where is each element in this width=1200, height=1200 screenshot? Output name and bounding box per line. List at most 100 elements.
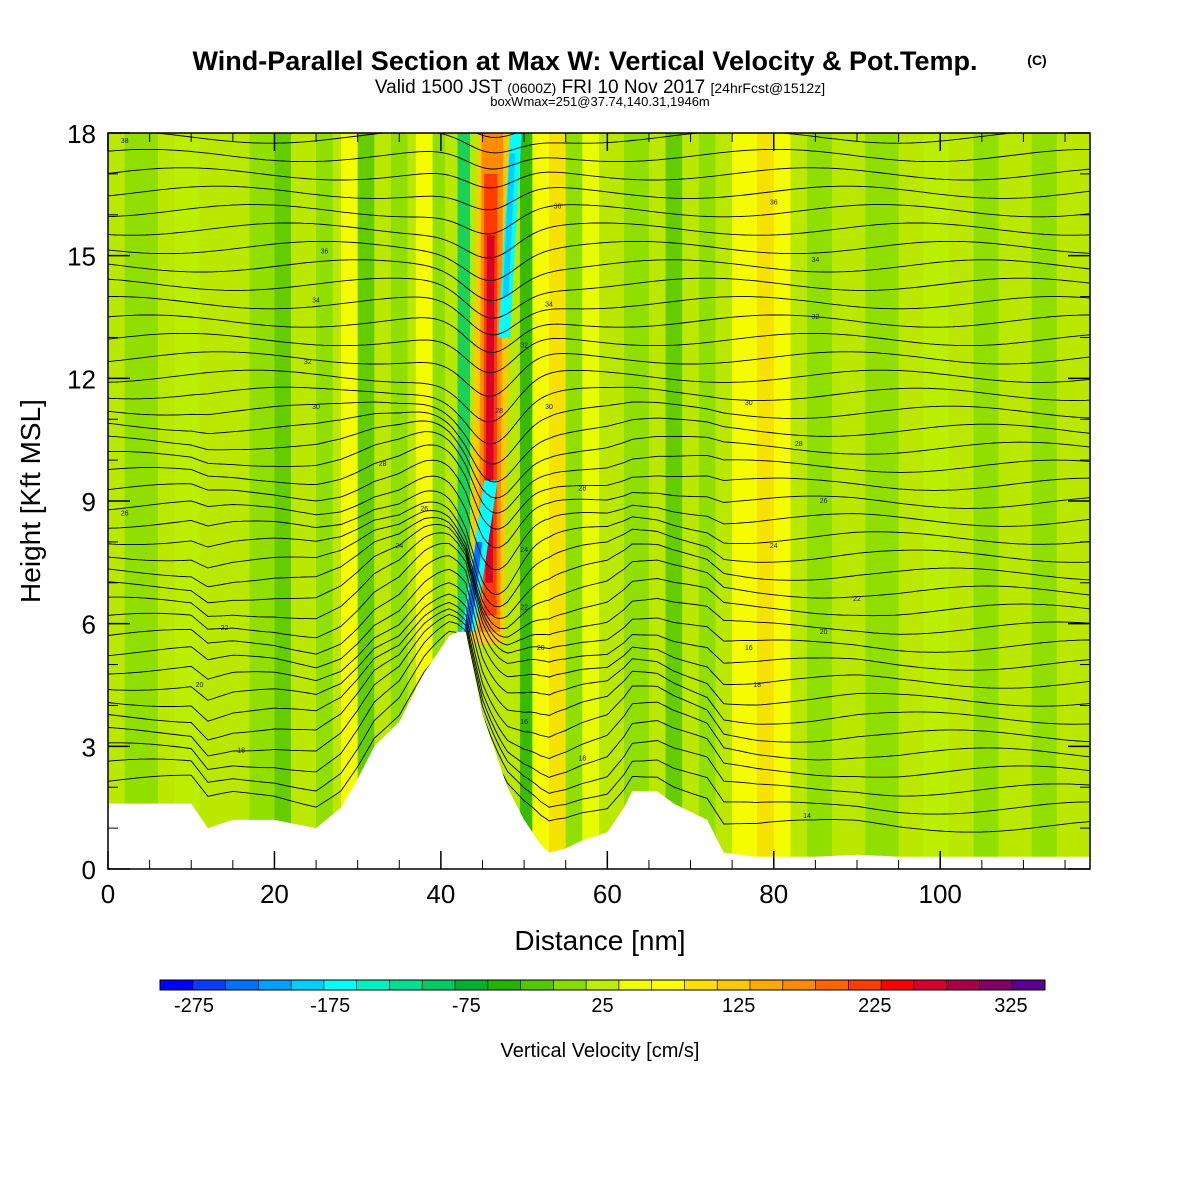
plot-area: 38 36 34 32 30 28 26 26 24 22 20 18 36 34 32 28 30 28 24 22…: [108, 133, 1090, 869]
colorbar-swatch: [684, 980, 718, 990]
colorbar-swatch: [553, 980, 587, 990]
colorbar-swatch: [1012, 980, 1046, 990]
isentrope-label: 18: [753, 682, 761, 689]
y-axis-label: Height [Kft MSL]: [15, 399, 46, 603]
velocity-bands: [124, 133, 1057, 869]
colorbar-swatch: [913, 980, 947, 990]
isentrope-label: 28: [578, 486, 586, 493]
y-tick-label: 0: [82, 855, 96, 885]
colorbar-swatch: [422, 980, 456, 990]
isentrope-line: [108, 490, 1090, 595]
velocity-band: [582, 133, 599, 869]
chart-title: Wind-Parallel Section at Max W: Vertical…: [193, 46, 978, 76]
x-tick-label: 100: [919, 879, 962, 909]
colorbar-swatch: [192, 980, 226, 990]
subtitle-forecast: [24hrFcst@1512z]: [711, 80, 826, 96]
velocity-band: [698, 133, 716, 869]
colorbar-swatch: [848, 980, 882, 990]
velocity-band: [532, 133, 550, 869]
subtitle-box: boxWmax=251@37.74,140.31,1946m: [490, 94, 710, 109]
colorbar-swatch: [717, 980, 751, 990]
velocity-band: [390, 133, 408, 869]
colorbar-swatch: [356, 980, 390, 990]
isentrope-line: [108, 459, 1090, 549]
velocity-band: [316, 133, 333, 869]
colorbar-title: Vertical Velocity [cm/s]: [501, 1040, 700, 1062]
isentrope-line: [108, 401, 1090, 465]
isentrope-label: 36: [770, 200, 778, 207]
isentrope-line: [108, 630, 1090, 815]
isentrope-label: 28: [379, 461, 387, 468]
isentrope-line: [108, 444, 1090, 530]
isentrope-label: 28: [795, 441, 803, 448]
velocity-band: [249, 133, 275, 869]
velocity-band: [773, 133, 791, 869]
colorbar-tick-label: 25: [591, 995, 613, 1017]
colorbar-swatch: [815, 980, 849, 990]
isentrope-lines: [108, 133, 1090, 833]
velocity-band: [623, 133, 649, 869]
isentrope-line: [108, 386, 1090, 445]
isentrope-line: [108, 523, 1090, 638]
isentrope-line: [108, 582, 1090, 707]
subtitle-date: FRI 10 Nov 2017: [562, 77, 706, 98]
velocity-band: [341, 133, 358, 869]
x-axis-label: Distance [nm]: [514, 925, 685, 956]
isentrope-line: [108, 643, 1090, 833]
title-mark: (C): [1027, 52, 1046, 68]
y-tick-label: 6: [82, 610, 96, 640]
isentrope-line: [108, 277, 1090, 319]
isentrope-line: [108, 475, 1090, 571]
colorbar-swatch: [160, 980, 194, 990]
isentrope-line: [108, 517, 1090, 630]
y-tick-label: 12: [67, 364, 96, 394]
isentrope-label: 38: [121, 138, 129, 145]
isentrope-line: [108, 332, 1090, 374]
isentrope-labels: 38 36 34 32 30 28 26 26 24 22 20 18 36 34 32 28 30 28 24 22…: [121, 138, 861, 820]
isentrope-label: 34: [545, 302, 553, 309]
velocity-band: [519, 133, 533, 869]
isentrope-label: 36: [320, 249, 328, 256]
isentrope-line: [108, 555, 1090, 671]
isentrope-label: 22: [853, 596, 861, 603]
isentrope-line: [108, 411, 1090, 483]
isentrope-line: [108, 240, 1090, 282]
colorbar-swatch: [750, 980, 784, 990]
isentrope-line: [108, 296, 1090, 336]
isentrope-line: [108, 148, 1090, 170]
isentrope-label: 26: [820, 498, 828, 505]
isentrope-label: 30: [545, 404, 553, 411]
isentrope-label: 14: [803, 813, 811, 820]
isentrope-label: 22: [221, 625, 229, 632]
isentrope-label: 18: [237, 747, 245, 754]
isentrope-line: [108, 431, 1090, 514]
colorbar-swatch: [389, 980, 423, 990]
isentrope-line: [108, 614, 1090, 778]
colorbar-swatch: [323, 980, 357, 990]
isentrope-label: 20: [820, 629, 828, 636]
downdraft-core: [464, 541, 483, 632]
colorbar-swatch: [225, 980, 259, 990]
isentrope-line: [108, 501, 1090, 608]
colorbar-swatch: [782, 980, 816, 990]
y-tick-label: 18: [67, 119, 96, 149]
isentrope-label: 20: [537, 645, 545, 652]
colorbar-swatch: [586, 980, 620, 990]
velocity-band: [274, 133, 292, 869]
isentrope-line: [150, 133, 1018, 154]
colorbar-tick-label: -75: [452, 995, 481, 1017]
colorbar-swatch: [455, 980, 489, 990]
y-tick-label: 9: [82, 487, 96, 517]
velocity-band: [565, 133, 583, 869]
isentrope-line: [108, 602, 1090, 743]
isentrope-line: [108, 568, 1090, 689]
colorbar-labels: -275 -175 -75 25 125 225 325: [174, 995, 1028, 1017]
x-axis: 0 20 40 60 80 100: [101, 133, 1066, 909]
colorbar-swatch: [881, 980, 915, 990]
isentrope-line: [108, 314, 1090, 353]
colorbar-swatch: [979, 980, 1013, 990]
isentrope-label: 32: [520, 343, 528, 350]
velocity-band: [807, 133, 833, 869]
x-tick-label: 20: [260, 879, 289, 909]
